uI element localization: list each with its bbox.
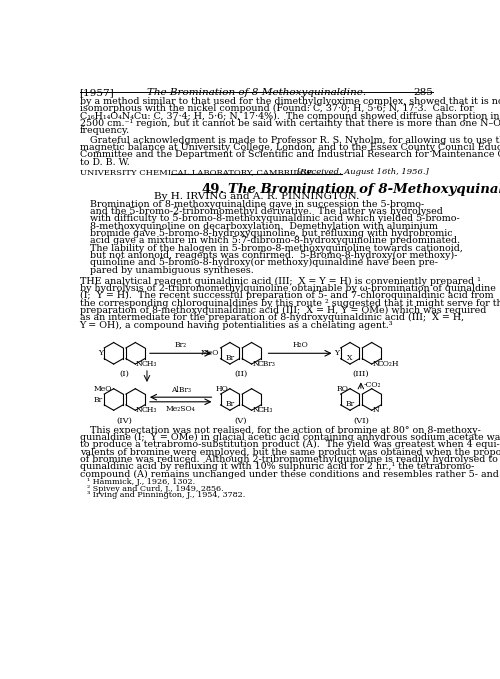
Text: Me₂SO₄: Me₂SO₄ xyxy=(166,405,196,413)
Text: MeO: MeO xyxy=(94,385,112,392)
Text: N: N xyxy=(372,360,380,368)
Text: bromide gave 5-bromo-8-hydroxyquinoline, but refluxing with hydrobromic: bromide gave 5-bromo-8-hydroxyquinoline,… xyxy=(90,229,453,238)
Text: (I): (I) xyxy=(120,370,130,378)
Text: of bromine was reduced.  Although 2-tribromomethylquinoline is readily hydrolyse: of bromine was reduced. Although 2-tribr… xyxy=(80,455,498,464)
Text: C₁₆H₁₄O₄N₄Cu: C, 37·4; H, 5·6; N, 17·4%).  The compound showed diffuse absorptio: C₁₆H₁₄O₄N₄Cu: C, 37·4; H, 5·6; N, 17·4%)… xyxy=(80,111,500,121)
Text: CH₃: CH₃ xyxy=(142,360,157,368)
Text: N: N xyxy=(252,406,259,414)
Text: isomorphous with the nickel compound (Found: C, 37·0; H, 5·6; N, 17·3.  Calc. fo: isomorphous with the nickel compound (Fo… xyxy=(80,104,473,113)
Text: [Received, August 16th, 1956.]: [Received, August 16th, 1956.] xyxy=(298,168,429,176)
Text: MeO: MeO xyxy=(200,350,219,357)
Text: (IV): (IV) xyxy=(116,416,132,424)
Text: Y: Y xyxy=(98,350,102,357)
Text: preparation of 8-methoxyquinaldinic acid (III;  X = H, Y = OMe) which was requir: preparation of 8-methoxyquinaldinic acid… xyxy=(80,306,486,315)
Text: UNIVERSITY CHEMICAL LABORATORY, CAMBRIDGE.: UNIVERSITY CHEMICAL LABORATORY, CAMBRIDG… xyxy=(80,168,315,176)
Text: CH₃: CH₃ xyxy=(258,406,273,414)
Text: ³ Irving and Pinnington, J., 1954, 3782.: ³ Irving and Pinnington, J., 1954, 3782. xyxy=(88,491,246,499)
Text: Br: Br xyxy=(226,354,234,362)
Text: HO: HO xyxy=(216,385,228,392)
Text: RO: RO xyxy=(336,385,348,392)
Text: 8-methoxyquinoline on decarboxylation.  Demethylation with aluminium: 8-methoxyquinoline on decarboxylation. D… xyxy=(90,221,438,231)
Text: magnetic balance at University College, London, and to the Essex County Council : magnetic balance at University College, … xyxy=(80,143,500,152)
Text: H₂O: H₂O xyxy=(292,342,308,350)
Text: The Bromination of 8-Methoxyquinaldine.: The Bromination of 8-Methoxyquinaldine. xyxy=(146,88,366,97)
Text: Committee and the Department of Scientific and Industrial Research for Maintenan: Committee and the Department of Scientif… xyxy=(80,150,500,160)
Text: Br₂: Br₂ xyxy=(174,342,187,350)
Text: (VI): (VI) xyxy=(353,416,369,424)
Text: The Bromination of 8-Methoxyquinaldine.: The Bromination of 8-Methoxyquinaldine. xyxy=(228,183,500,196)
Text: CO₂H: CO₂H xyxy=(378,360,400,368)
Text: the corresponding chloroquinaldines by this route ² suggested that it might serv: the corresponding chloroquinaldines by t… xyxy=(80,299,500,308)
Text: (I;  Y = H).  The recent successful preparation of 5- and 7-chloroquinaldinic ac: (I; Y = H). The recent successful prepar… xyxy=(80,291,493,300)
Text: (II): (II) xyxy=(234,370,247,378)
Text: (V): (V) xyxy=(234,416,247,424)
Text: N: N xyxy=(372,406,380,414)
Text: pared by unambiguous syntheses.: pared by unambiguous syntheses. xyxy=(90,265,254,274)
Text: Br: Br xyxy=(346,400,354,408)
Text: by hydrolysis of 2-tribromomethylquinoline obtainable by ω-bromination of quinal: by hydrolysis of 2-tribromomethylquinoli… xyxy=(80,284,496,293)
Text: (III): (III) xyxy=(352,370,369,378)
Text: Grateful acknowledgment is made to Professor R. S. Nyholm, for allowing us to us: Grateful acknowledgment is made to Profe… xyxy=(90,136,500,145)
Text: THE analytical reagent quinaldinic acid (III;  X = Y = H) is conveniently prepar: THE analytical reagent quinaldinic acid … xyxy=(80,276,480,286)
Text: to D. B. W.: to D. B. W. xyxy=(80,158,130,167)
Text: N: N xyxy=(136,360,143,368)
Text: to produce a tetrabromo-substitution product (A).  The yield was greatest when 4: to produce a tetrabromo-substitution pro… xyxy=(80,440,500,449)
Text: as an intermediate for the preparation of 8-hydroxyquinaldinic acid (III;  X = H: as an intermediate for the preparation o… xyxy=(80,313,464,323)
Text: quinaldine (I;  Y = OMe) in glacial acetic acid containing anhydrous sodium acet: quinaldine (I; Y = OMe) in glacial aceti… xyxy=(80,433,500,442)
Text: This expectation was not realised, for the action of bromine at 80° on 8-methoxy: This expectation was not realised, for t… xyxy=(90,426,482,435)
Text: -CO₂: -CO₂ xyxy=(363,381,380,389)
Text: 49.: 49. xyxy=(202,183,225,196)
Text: 2500 cm.⁻¹ region, but it cannot be said with certainty that there is more than : 2500 cm.⁻¹ region, but it cannot be said… xyxy=(80,119,500,128)
Text: quinaldinic acid by refluxing it with 10% sulphuric acid for 2 hr.,¹ the tetrabr: quinaldinic acid by refluxing it with 10… xyxy=(80,462,474,471)
Text: [1957]: [1957] xyxy=(80,88,114,97)
Text: By H. IRVING and A. R. PINNINGTON.: By H. IRVING and A. R. PINNINGTON. xyxy=(154,192,359,201)
Text: acid gave a mixture in which 5:7-dibromo-8-hydroxyquinoline predominated.: acid gave a mixture in which 5:7-dibromo… xyxy=(90,236,460,245)
Text: ¹ Hammick, J., 1926, 1302.: ¹ Hammick, J., 1926, 1302. xyxy=(88,479,196,486)
Text: and the 5-bromo-2-tribromomethyl derivative.  The latter was hydrolysed: and the 5-bromo-2-tribromomethyl derivat… xyxy=(90,207,444,216)
Text: quinoline and 5-bromo-8-hydroxy(or methoxy)quinaldine have been pre-: quinoline and 5-bromo-8-hydroxy(or metho… xyxy=(90,258,438,268)
Text: N: N xyxy=(252,360,259,368)
Text: N: N xyxy=(136,406,143,414)
Text: CH₃: CH₃ xyxy=(142,406,157,414)
Text: CBr₃: CBr₃ xyxy=(258,360,276,368)
Text: with difficulty to 5-bromo-8-methoxyquinaldinic acid which yielded 5-bromo-: with difficulty to 5-bromo-8-methoxyquin… xyxy=(90,215,460,223)
Text: but not anionoid, reagents was confirmed.  5-Bromo-8-hydroxy(or methoxy)-: but not anionoid, reagents was confirmed… xyxy=(90,251,458,260)
Text: The lability of the halogen in 5-bromo-8-methoxyquinoline towards cationoid,: The lability of the halogen in 5-bromo-8… xyxy=(90,244,464,253)
Text: frequency.: frequency. xyxy=(80,126,130,135)
Text: ² Spivey and Curd, J., 1949, 2856.: ² Spivey and Curd, J., 1949, 2856. xyxy=(88,485,224,492)
Text: Y = OH), a compound having potentialities as a chelating agent.³: Y = OH), a compound having potentialitie… xyxy=(80,320,393,330)
Text: Bromination of 8-methoxyquinaldine gave in succession the 5-bromo-: Bromination of 8-methoxyquinaldine gave … xyxy=(90,200,424,208)
Text: valents of bromine were employed, but the same product was obtained when the pro: valents of bromine were employed, but th… xyxy=(80,447,500,456)
Text: Y: Y xyxy=(334,350,339,357)
Text: Br: Br xyxy=(94,396,102,403)
Text: X: X xyxy=(348,354,352,362)
Text: compound (A) remains unchanged under these conditions and resembles rather 5- an: compound (A) remains unchanged under the… xyxy=(80,470,498,479)
Text: AlBr₃: AlBr₃ xyxy=(170,386,190,394)
Text: Br: Br xyxy=(226,400,234,408)
Text: by a method similar to that used for the dimethylglyoxime complex, showed that i: by a method similar to that used for the… xyxy=(80,97,500,106)
Text: 285: 285 xyxy=(413,88,433,97)
